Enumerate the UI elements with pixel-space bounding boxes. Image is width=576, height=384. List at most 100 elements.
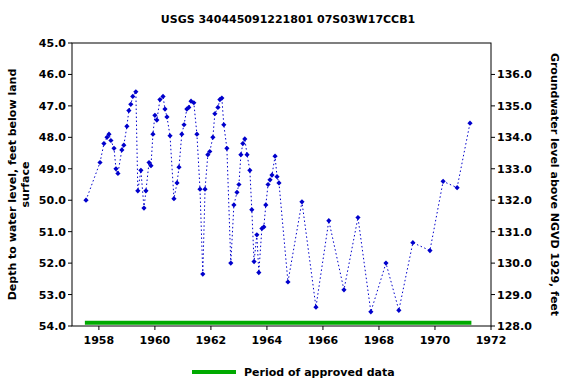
y2-tick [491,231,495,232]
legend-swatch [192,370,236,374]
x-tick-label: 1958 [84,334,115,347]
x-tick-label: 1964 [252,334,283,347]
point [427,248,432,253]
point [194,132,199,137]
point [231,202,236,207]
point [238,152,243,157]
y-tick-label: 51.0 [39,226,66,239]
title: USGS 340445091221801 07S03W17CCB1 [161,13,415,26]
y-tick-label: 47.0 [39,100,66,113]
x-tick-label: 1970 [420,334,451,347]
point [299,199,304,204]
point [368,309,373,314]
y-tick [68,263,72,264]
point [396,308,401,313]
point [441,179,446,184]
plot-marks [83,89,472,323]
point [128,102,133,107]
point [121,143,126,148]
point [355,215,360,220]
y2-tick-label: 135.0 [497,100,532,113]
point [138,168,143,173]
y-tick-label: 52.0 [39,257,66,270]
point [115,171,120,176]
y2-tick-label: 134.0 [497,131,532,144]
point [212,111,217,116]
point [251,259,256,264]
point [181,122,186,127]
point [126,108,131,113]
y-tick-label: 54.0 [39,320,66,333]
x-tick [434,326,435,330]
point [254,232,259,237]
point [111,146,116,151]
x-tick [322,326,323,330]
y-tick-label: 50.0 [39,194,66,207]
y2-tick-label: 129.0 [497,289,532,302]
point [210,135,215,140]
x-tick [378,326,379,330]
point [164,114,169,119]
point [174,180,179,185]
y-tick-label: 49.0 [39,163,66,176]
x-tick-label: 1968 [364,334,395,347]
point [236,182,241,187]
point [215,105,220,110]
x-tick-label: 1966 [308,334,339,347]
y2-tick [491,168,495,169]
point [171,196,176,201]
y-tick [68,294,72,295]
background [0,0,576,384]
y-tick-label: 53.0 [39,289,66,302]
y-tick [68,231,72,232]
point [326,218,331,223]
point [256,270,261,275]
y2-tick-label: 133.0 [497,163,532,176]
y2-tick-label: 130.0 [497,257,532,270]
point [133,89,138,94]
point [191,100,196,105]
y-axis-label: Depth to water level, feet below land [6,69,19,301]
point [249,207,254,212]
y-tick [68,74,72,75]
point [261,224,266,229]
point [383,261,388,266]
y2-tick [491,105,495,106]
y2-tick-label: 132.0 [497,194,532,207]
point [160,94,165,99]
point [341,287,346,292]
point [202,187,207,192]
x-tick-label: 1972 [476,334,507,347]
point [119,147,124,152]
y-tick [68,137,72,138]
chart: USGS 340445091221801 07S03W17CCB145.046.… [0,0,576,384]
y2-tick [491,200,495,201]
x-tick [491,326,492,330]
point [152,113,157,118]
series-line [86,92,470,312]
y2-tick-label: 136.0 [497,68,532,81]
point [244,152,249,157]
x-tick [266,326,267,330]
point [455,185,460,190]
y2-axis-label: Groundwater level above NGVD 1929, feet [548,53,561,316]
point [410,240,415,245]
point [101,141,106,146]
y-tick [68,168,72,169]
point [154,117,159,122]
y2-tick [491,137,495,138]
point [200,272,205,277]
point [234,190,239,195]
point [242,136,247,141]
point [247,168,252,173]
point [113,166,118,171]
plot-frame [72,43,491,326]
y-tick [68,200,72,201]
x-tick [154,326,155,330]
y-tick-label: 46.0 [39,68,66,81]
point [83,198,88,203]
y2-tick [491,263,495,264]
point [269,172,274,177]
y2-tick [491,294,495,295]
y2-tick [491,326,495,327]
